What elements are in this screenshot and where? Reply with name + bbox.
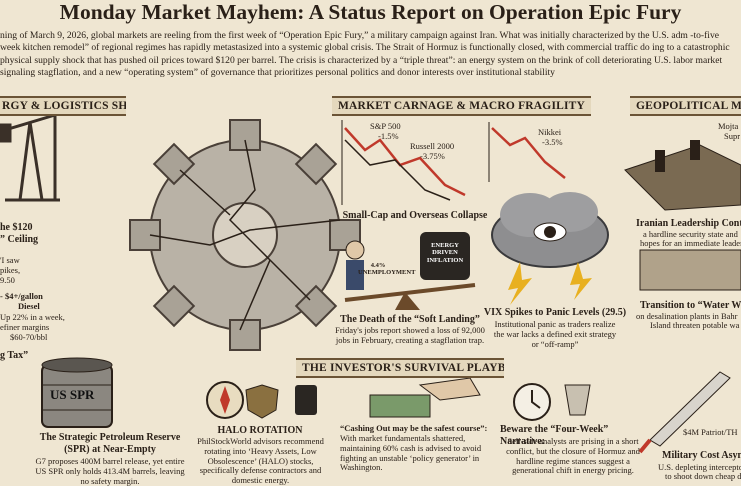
heading: VIX Spikes to Panic Levels (29.5) bbox=[483, 307, 627, 318]
heading: Beware the “Four-Week” Narrative: bbox=[500, 424, 609, 447]
heading: Transition to “Water War bbox=[640, 300, 741, 311]
text: hopes for an immediate leader bbox=[640, 238, 741, 248]
cracked-gear bbox=[129, 119, 361, 351]
spr-barrel bbox=[41, 357, 113, 428]
section-banner: GEOPOLITICAL MET bbox=[630, 96, 741, 116]
label: g Tax” bbox=[0, 350, 29, 361]
label: S&P 500 bbox=[370, 121, 401, 131]
heading: Small-Cap and Overseas Collapse bbox=[342, 210, 488, 221]
label: Up 22% in a week, bbox=[0, 312, 65, 322]
label: Supr bbox=[724, 131, 741, 141]
heading: The Death of the “Soft Landing” bbox=[340, 314, 480, 325]
text: G7 proposes 400M barrel release, yet ent… bbox=[35, 456, 185, 486]
heading: “Cashing Out may be the safest course”: bbox=[340, 423, 488, 433]
text: U.S. depleting interceptor bbox=[658, 462, 741, 472]
heading: Military Cost Asym bbox=[662, 450, 741, 461]
label: he $120 bbox=[0, 222, 33, 233]
seesaw bbox=[344, 232, 476, 310]
label: -3.75% bbox=[420, 151, 445, 161]
vix-cloud bbox=[491, 192, 609, 305]
label: pikes, bbox=[0, 265, 21, 275]
chessboard bbox=[624, 140, 741, 291]
label: $4M Patriot/TH bbox=[683, 427, 738, 437]
label: efiner margins bbox=[0, 322, 50, 332]
text: Island threaten potable wa bbox=[650, 320, 740, 330]
decline-charts bbox=[341, 120, 566, 205]
label: ” Ceiling bbox=[0, 234, 39, 245]
label: Diesel bbox=[18, 301, 40, 311]
label: - $4+/gallon bbox=[0, 291, 43, 301]
label: ENERGY DRIVEN INFLATION bbox=[426, 242, 464, 264]
missile bbox=[638, 371, 731, 454]
section-banner: RGY & LOGISTICS SHOCK bbox=[0, 96, 126, 116]
text: Institutional panic as traders realize t… bbox=[493, 319, 617, 349]
label: Nikkei bbox=[538, 127, 562, 137]
label: Mojta bbox=[718, 121, 739, 131]
playbook-icons bbox=[206, 377, 591, 421]
intro: ning of March 9, 2026, global markets ar… bbox=[0, 30, 730, 78]
label: -1.5% bbox=[378, 131, 399, 141]
label: Russell 2000 bbox=[410, 141, 455, 151]
label: $60-70/bbl bbox=[10, 332, 48, 342]
section-banner: THE INVESTOR'S SURVIVAL PLAYBOOK bbox=[296, 358, 504, 378]
section-banner: MARKET CARNAGE & MACRO FRAGILITY bbox=[332, 96, 592, 116]
label: -3.5% bbox=[542, 137, 563, 147]
text: PhilStockWorld advisors recommend rotati… bbox=[197, 436, 324, 486]
label: 'I saw bbox=[0, 255, 20, 265]
text: a hardline security state and bbox=[643, 229, 738, 239]
oil-pump bbox=[0, 113, 60, 202]
label: 9.50 bbox=[0, 275, 15, 285]
heading: Iranian Leadership Contin bbox=[636, 218, 741, 229]
text: on desalination plants in Bahr bbox=[636, 311, 738, 321]
heading: HALO ROTATION bbox=[217, 425, 303, 436]
text: Friday's jobs report showed a loss of 92… bbox=[335, 325, 485, 345]
label: 4.4% UNEMPLOYMENT bbox=[358, 262, 416, 277]
barrel-label: US SPR bbox=[50, 387, 95, 402]
text: With market fundamentals shattered, main… bbox=[340, 433, 482, 473]
heading: The Strategic Petroleum Reserve (SPR) at… bbox=[39, 432, 181, 455]
text: to shoot down cheap d bbox=[665, 471, 741, 481]
title: Monday Market Mayhem: A Status Report on… bbox=[59, 0, 682, 24]
text: Sell-side analysts are prising in a shor… bbox=[506, 436, 640, 476]
